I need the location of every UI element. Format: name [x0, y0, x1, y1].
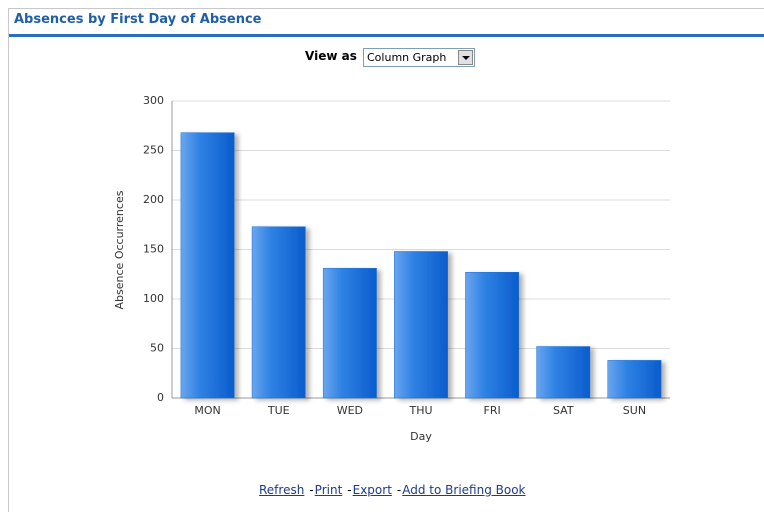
action-link[interactable]: Print — [314, 483, 343, 497]
bar — [607, 360, 662, 399]
panel-title: Absences by First Day of Absence — [14, 12, 262, 27]
title-underline — [9, 34, 764, 37]
bar — [465, 272, 520, 399]
y-tick-label: 50 — [150, 342, 164, 355]
y-tick-label: 100 — [143, 292, 164, 305]
link-bar: Refresh -Print -Export -Add to Briefing Boo… — [259, 483, 526, 497]
y-tick-label: 300 — [143, 94, 164, 107]
bar — [394, 251, 448, 399]
link-separator: - — [347, 483, 352, 497]
dropdown-arrow[interactable] — [458, 50, 473, 65]
link-separator: - — [396, 483, 402, 497]
bar — [251, 226, 306, 399]
action-link[interactable]: Refresh — [259, 483, 305, 497]
x-tick-label: THU — [408, 404, 432, 417]
bar — [536, 346, 591, 399]
bar — [180, 132, 235, 399]
view-as-label: View as — [305, 49, 357, 63]
y-tick-label: 200 — [143, 193, 164, 206]
action-link[interactable]: Export — [352, 483, 392, 497]
x-tick-label: WED — [337, 404, 363, 417]
y-axis-label: Absence Occurrences — [113, 190, 126, 309]
link-separator: - — [309, 483, 314, 497]
view-select-value: Column Graph — [367, 51, 447, 64]
y-tick-label: 0 — [157, 391, 164, 404]
x-tick-label: SUN — [623, 404, 646, 417]
bar — [322, 268, 377, 399]
view-select[interactable]: Column Graph — [363, 48, 475, 67]
x-tick-label: FRI — [484, 404, 501, 417]
y-tick-label: 150 — [143, 243, 164, 256]
x-tick-label: SAT — [553, 404, 574, 417]
action-link[interactable]: Add to Briefing Book — [402, 483, 526, 497]
y-tick-label: 250 — [143, 144, 164, 157]
x-tick-label: TUE — [267, 404, 290, 417]
x-axis-label: Day — [410, 430, 432, 443]
x-tick-label: MON — [194, 404, 220, 417]
report-panel: Absences by First Day of Absence View as… — [8, 8, 764, 512]
